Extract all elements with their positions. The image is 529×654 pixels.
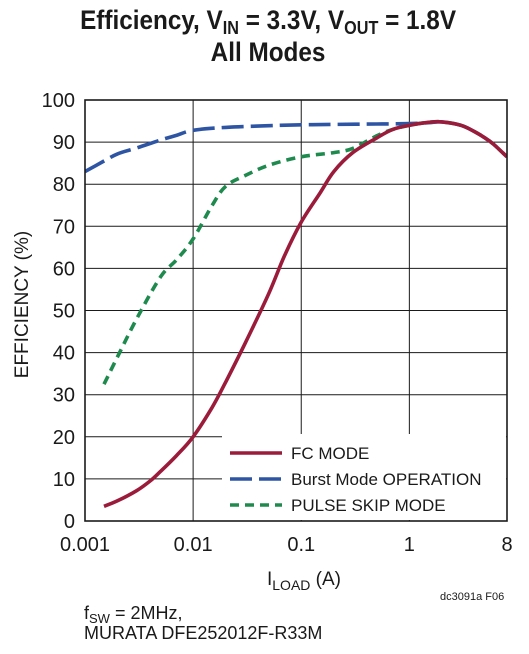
title-vin-sub: IN — [222, 18, 239, 38]
footnote: fSW = 2MHz, MURATA DFE252012F-R33M — [84, 603, 322, 643]
y-tick-label: 30 — [53, 385, 75, 407]
x-axis-label-unit: (A) — [310, 569, 341, 590]
series-line-fc-mode — [103, 119, 507, 508]
x-axis-label-main: I — [267, 569, 272, 590]
x-tick-label: 0.01 — [174, 534, 213, 556]
series-line-burst-mode-operation — [85, 120, 507, 174]
title-prefix: Efficiency, V — [80, 5, 223, 35]
x-tick-label: 8 — [501, 534, 512, 556]
x-axis-label: ILOAD (A) — [267, 569, 341, 593]
legend-background — [222, 434, 506, 520]
y-tick-label: 0 — [64, 511, 75, 533]
title-vout-sub: OUT — [344, 18, 379, 38]
legend-label: FC MODE — [291, 444, 369, 463]
y-tick-label: 40 — [53, 343, 75, 365]
series-layer — [85, 119, 507, 508]
fsw-value: = 2MHz, — [109, 603, 183, 623]
y-tick-label: 90 — [53, 132, 75, 154]
y-tick-label: 100 — [42, 90, 75, 112]
footnote-inductor: MURATA DFE252012F-R33M — [84, 623, 323, 643]
x-tick-label: 1 — [404, 534, 415, 556]
x-tick-label: 0.1 — [287, 534, 315, 556]
plot-frame — [84, 99, 508, 522]
title-vout-value: = 1.8V — [378, 5, 457, 35]
figure-id: dc3091a F06 — [440, 591, 505, 603]
fsw-sub: SW — [89, 611, 110, 626]
series-line-pulse-skip-mode — [102, 119, 507, 386]
footnote-frequency: fSW = 2MHz, — [84, 603, 322, 626]
chart-title: Efficiency, VIN = 3.3V, VOUT = 1.8V All … — [30, 4, 506, 68]
y-tick-label: 60 — [53, 258, 75, 280]
y-tick-label: 70 — [53, 216, 75, 238]
x-axis-label-sub: LOAD — [272, 577, 310, 593]
y-tick-label: 50 — [53, 301, 75, 323]
legend-label: Burst Mode OPERATION — [291, 470, 482, 489]
fsw-symbol: f — [84, 603, 90, 623]
title-line-2: All Modes — [210, 37, 326, 67]
y-tick-label: 80 — [53, 174, 75, 196]
y-tick-label: 20 — [53, 427, 75, 449]
tick-labels: 0 10 20 30 40 50 60 70 80 90 100 0.001 0.01 0.1 1 8 — [42, 90, 513, 556]
legend: FC MODE Burst Mode OPERATION PULSE SKIP MO… — [222, 434, 506, 520]
y-tick-label: 10 — [53, 469, 75, 491]
y-axis-label: EFFICIENCY (%) — [12, 231, 33, 378]
legend-label: PULSE SKIP MODE — [291, 496, 446, 515]
title-line-1: Efficiency, VIN = 3.3V, VOUT = 1.8V — [30, 4, 506, 38]
x-tick-label: 0.001 — [60, 534, 110, 556]
title-vin-value: = 3.3V, V — [238, 5, 345, 35]
